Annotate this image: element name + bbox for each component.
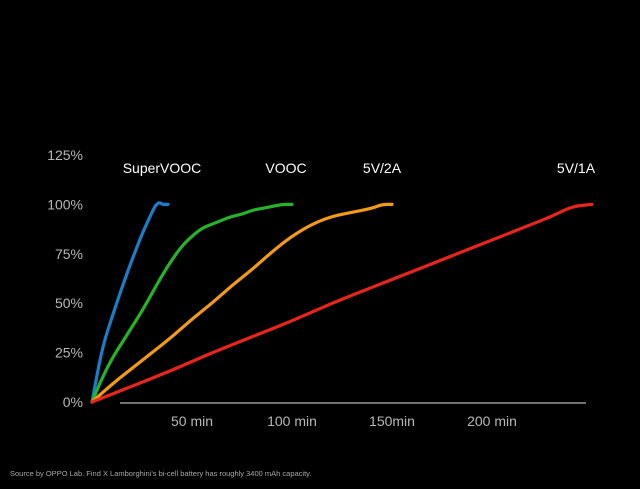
series-line-5v-1a	[90, 202, 594, 404]
series-label-5v-2a: 5V/2A	[363, 160, 402, 176]
y-tick-label: 100%	[47, 196, 83, 212]
x-tick-label: 150min	[369, 413, 415, 429]
series-line-supervooc	[90, 201, 170, 404]
y-tick-label: 125%	[47, 147, 83, 163]
series-labels: SuperVOOC VOOC 5V/2A 5V/1A	[123, 160, 596, 176]
x-tick-label: 200 min	[467, 413, 517, 429]
series-label-vooc: VOOC	[265, 160, 306, 176]
x-tick-labels: 50 min 100 min 150min 200 min	[171, 413, 517, 429]
series-label-supervooc: SuperVOOC	[123, 160, 202, 176]
y-tick-label: 0%	[63, 394, 83, 410]
y-tick-label: 25%	[55, 345, 83, 361]
series-label-5v-1a: 5V/1A	[557, 160, 596, 176]
series-line-vooc	[90, 202, 294, 404]
y-tick-label: 50%	[55, 295, 83, 311]
x-tick-label: 100 min	[267, 413, 317, 429]
series-line-5v-2a	[90, 202, 394, 404]
source-note: Source by OPPO Lab. Find X Lamborghini's…	[10, 469, 312, 478]
x-tick-label: 50 min	[171, 413, 213, 429]
series-lines	[90, 201, 594, 404]
y-tick-label: 75%	[55, 246, 83, 262]
y-tick-labels: 125% 100% 75% 50% 25% 0%	[47, 147, 83, 410]
